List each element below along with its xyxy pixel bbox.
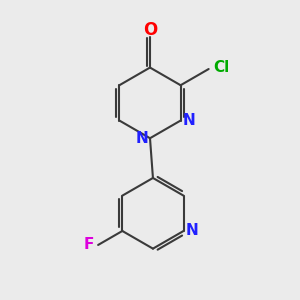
Text: N: N (182, 113, 195, 128)
Text: O: O (143, 21, 157, 39)
Text: N: N (135, 131, 148, 146)
Text: N: N (185, 224, 198, 238)
Text: Cl: Cl (213, 60, 229, 75)
Text: F: F (84, 238, 94, 253)
